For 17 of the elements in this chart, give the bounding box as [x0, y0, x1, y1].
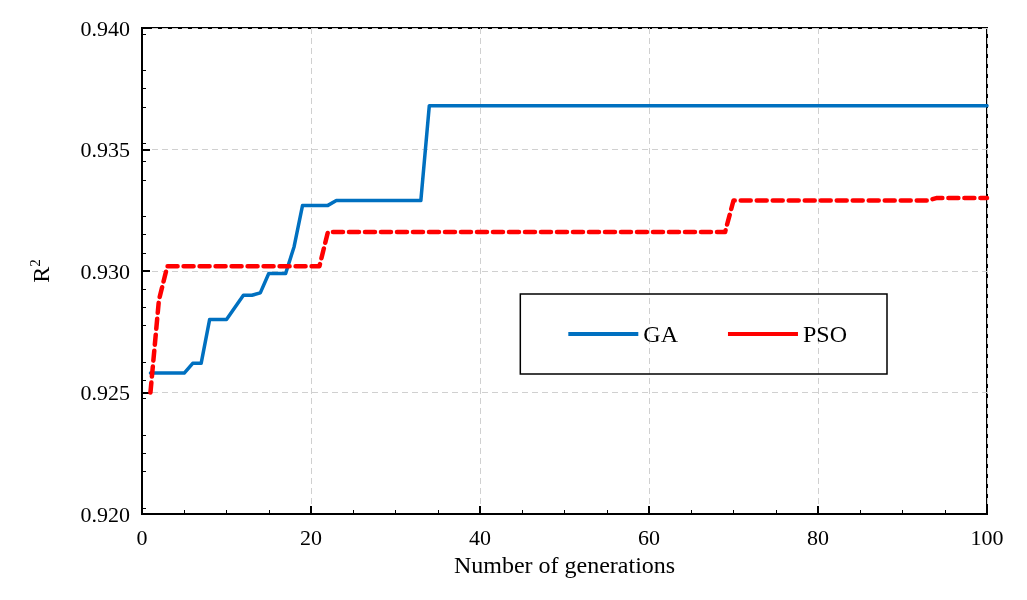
y-tick-label: 0.920: [80, 501, 130, 527]
y-tick-label: 0.935: [80, 137, 130, 162]
y-tick-label: 0.925: [80, 380, 130, 405]
x-tick-label: 100: [970, 524, 1004, 550]
x-tick-label: 20: [300, 524, 322, 550]
x-tick-label: 60: [638, 524, 660, 550]
x-axis-title: Number of generations: [453, 551, 676, 578]
y-tick-label: 0.930: [80, 258, 130, 284]
y-axis-title: R2: [26, 259, 54, 283]
x-tick-label: 40: [469, 524, 491, 550]
x-tick-label: 0: [136, 524, 148, 550]
x-tick-label: 80: [807, 524, 829, 550]
line-series: [148, 104, 989, 375]
y-tick-label: 0.940: [80, 15, 130, 41]
legend-label: GA: [643, 321, 679, 347]
line-series: [148, 195, 990, 395]
legend-label: PSO: [802, 321, 847, 347]
